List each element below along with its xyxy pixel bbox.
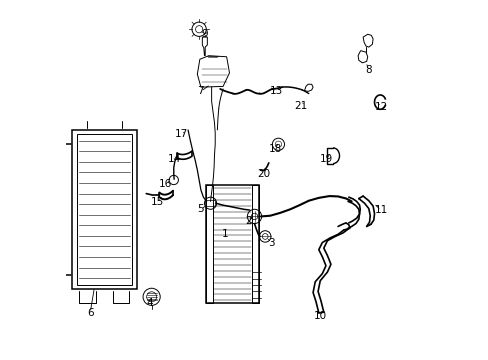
Text: 6: 6: [87, 308, 93, 318]
Text: 8: 8: [365, 65, 371, 75]
Text: 5: 5: [197, 204, 204, 214]
Text: 14: 14: [168, 154, 181, 164]
Text: 11: 11: [374, 205, 387, 215]
Text: 19: 19: [319, 154, 332, 164]
Bar: [205, 185, 213, 303]
Text: 17: 17: [174, 129, 187, 139]
Text: 2: 2: [244, 216, 251, 226]
Text: 9: 9: [201, 29, 207, 39]
Text: 21: 21: [294, 101, 307, 111]
Text: 10: 10: [313, 311, 326, 321]
Text: 7: 7: [197, 86, 204, 96]
Text: 3: 3: [267, 238, 274, 248]
Bar: [251, 185, 258, 303]
Bar: [206, 201, 214, 206]
Text: 18: 18: [268, 144, 281, 154]
Text: 15: 15: [150, 197, 163, 207]
Text: 20: 20: [256, 168, 269, 179]
Text: 4: 4: [146, 298, 153, 308]
Text: 1: 1: [221, 229, 228, 239]
Text: 12: 12: [374, 102, 387, 112]
Text: 16: 16: [159, 179, 172, 189]
Text: 13: 13: [269, 86, 283, 96]
